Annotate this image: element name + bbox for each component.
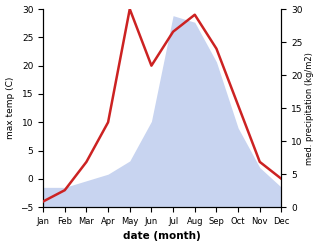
X-axis label: date (month): date (month) bbox=[124, 231, 201, 242]
Y-axis label: max temp (C): max temp (C) bbox=[5, 77, 14, 139]
Y-axis label: med. precipitation (kg/m2): med. precipitation (kg/m2) bbox=[306, 52, 315, 165]
